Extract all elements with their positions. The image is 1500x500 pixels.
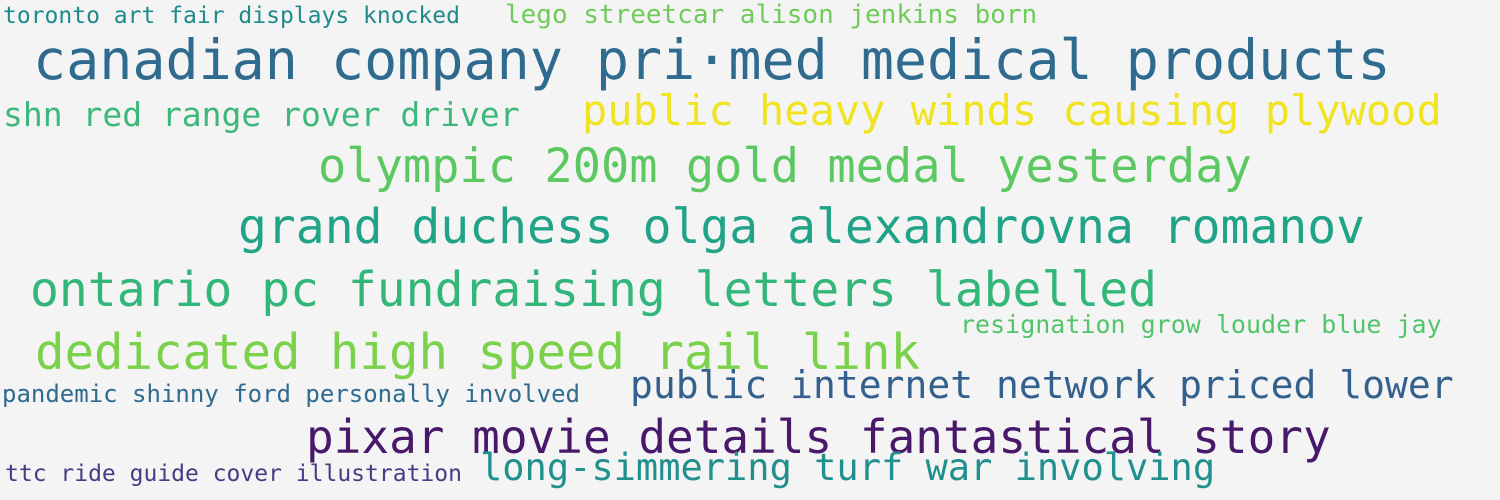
phrase-canadian-company: canadian company pri·med medical product… [33, 28, 1391, 92]
phrase-lego-streetcar: lego streetcar alison jenkins born [505, 0, 1038, 30]
phrase-ttc-ride-guide: ttc ride guide cover illustration [5, 461, 462, 487]
phrase-resignation-grow-louder: resignation grow louder blue jay [960, 310, 1442, 339]
phrase-shn-red-range-rover: shn red range rover driver [3, 95, 520, 134]
phrase-olympic-gold-medal: olympic 200m gold medal yesterday [318, 139, 1252, 194]
phrase-pandemic-shinny-ford: pandemic shinny ford personally involved [2, 380, 580, 408]
phrase-ontario-pc-fundraising: ontario pc fundraising letters labelled [30, 262, 1158, 318]
phrase-dedicated-rail-link: dedicated high speed rail link [35, 324, 921, 381]
phrase-toronto-art-fair: toronto art fair displays knocked [3, 3, 460, 29]
phrase-public-internet-network: public internet network priced lower [630, 363, 1454, 407]
phrase-pixar-movie-details: pixar movie details fantastical story [306, 410, 1331, 464]
phrase-grand-duchess-olga: grand duchess olga alexandrovna romanov [238, 199, 1366, 255]
phrase-long-simmering-turf-war: long-simmering turf war involving [480, 446, 1216, 489]
phrase-public-heavy-winds: public heavy winds causing plywood [582, 86, 1442, 135]
